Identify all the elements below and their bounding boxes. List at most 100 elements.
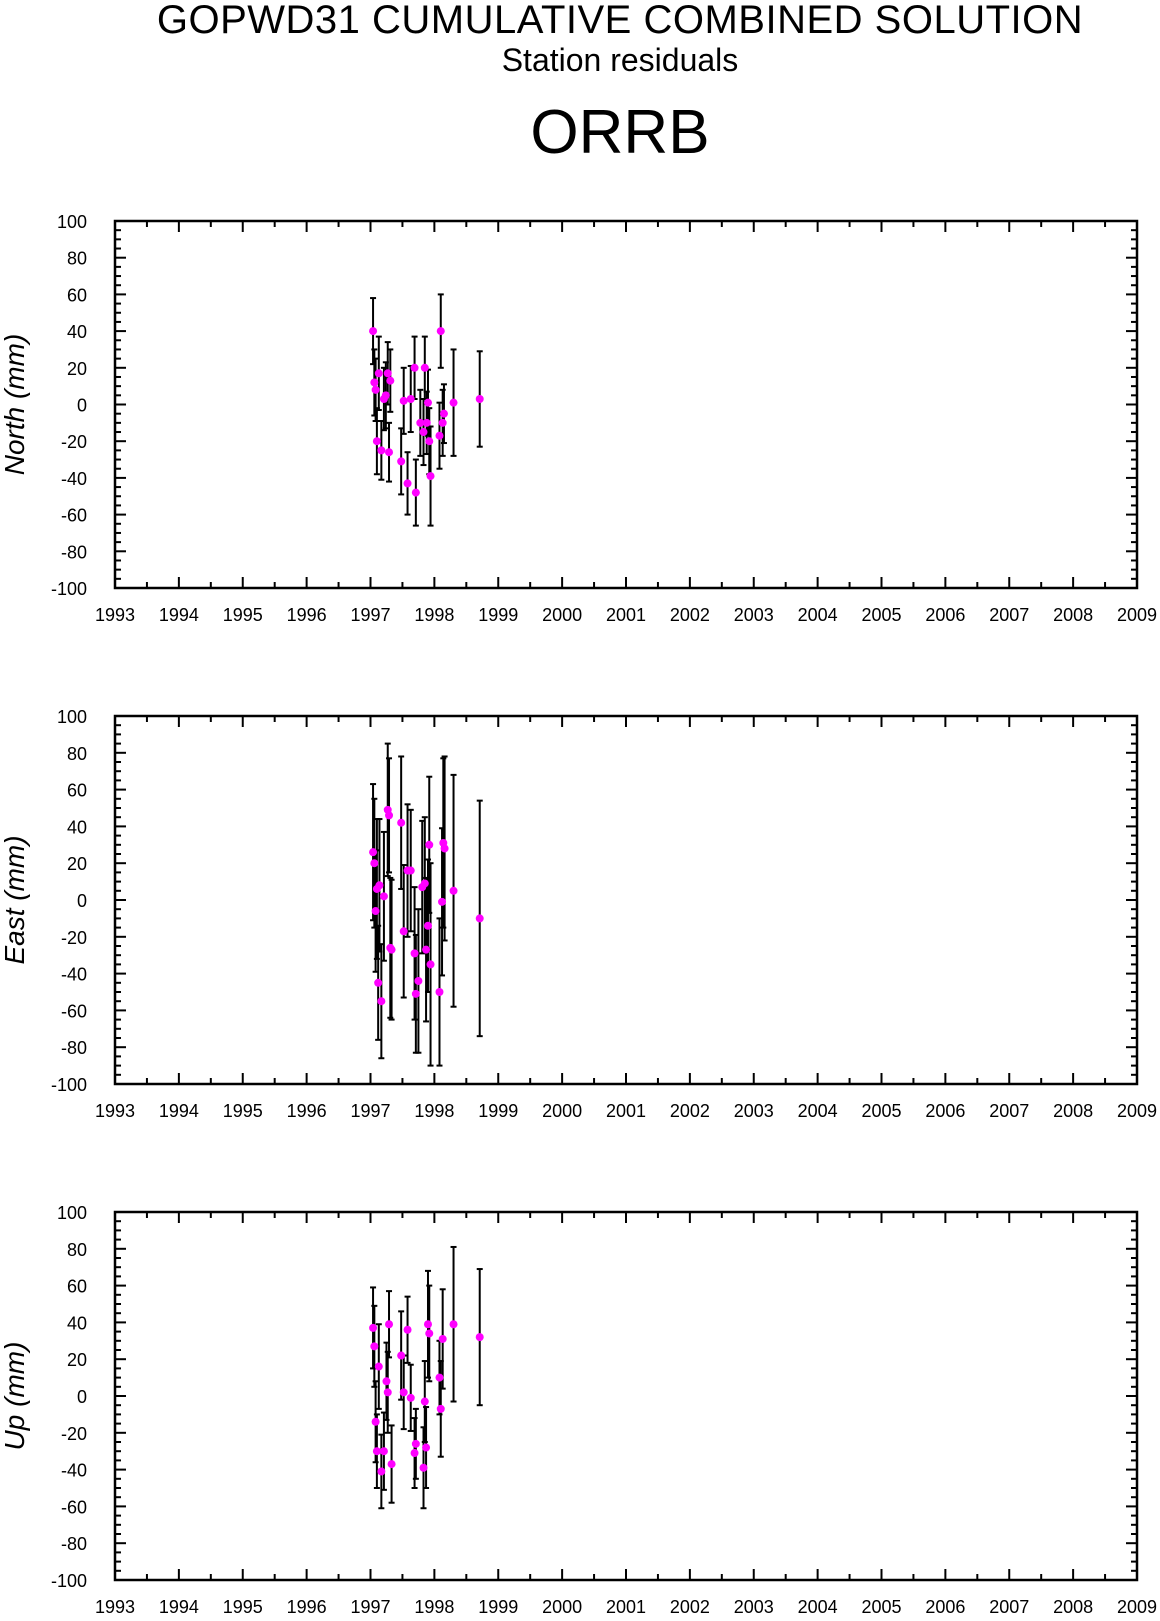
x-tick-label: 1995 [223,1597,263,1617]
data-point [386,376,395,385]
y-tick-label: -20 [61,928,87,948]
y-tick-label: -80 [61,542,87,562]
chart-subtitle: Station residuals [501,42,739,78]
x-tick-label: 2004 [798,1597,838,1617]
data-point [435,1373,444,1382]
data-point [377,446,386,455]
x-tick-label: 2006 [925,1597,965,1617]
data-point [419,428,428,437]
data-point [426,960,435,969]
data-point [438,1334,447,1343]
data-point [406,866,415,875]
data-point [420,879,429,888]
data-point [425,437,434,446]
data-point [383,1388,392,1397]
data-point [423,398,432,407]
x-tick-label: 1997 [350,605,390,625]
x-tick-label: 2002 [670,1597,710,1617]
panel-2: 1993 1994 1995 1996 1997 1998 1999 2000 2001 2002… [0,707,1157,1121]
x-tick-label: 1993 [95,605,135,625]
data-point [449,886,458,895]
y-axis-label: Up (mm) [0,1342,30,1451]
x-tick-label: 1996 [287,605,327,625]
chart-title: GOPWD31 CUMULATIVE COMBINED SOLUTION [156,0,1084,42]
data-point [374,1362,383,1371]
data-point [379,1447,388,1456]
data-point [371,385,380,394]
x-tick-label: 2000 [542,605,582,625]
data-point [370,378,379,387]
x-tick-label: 1996 [287,1101,327,1121]
y-tick-label: -20 [61,1424,87,1444]
plot-frame [113,1210,1139,1582]
data-point [423,921,432,930]
x-tick-label: 1999 [478,1597,518,1617]
data-point [435,988,444,996]
x-tick-label: 1999 [478,605,518,625]
y-tick-label: 60 [67,1277,87,1297]
data-point [439,409,448,418]
x-tick-label: 2005 [861,1597,901,1617]
y-tick-label: -100 [51,1571,87,1591]
x-tick-label: 2007 [989,605,1029,625]
x-tick-label: 1994 [159,605,199,625]
y-tick-label: 60 [67,285,87,305]
x-tick-label: 2006 [925,605,965,625]
data-point [410,949,419,958]
x-tick-label: 2009 [1117,1101,1157,1121]
x-tick-label: 2003 [734,1101,774,1121]
data-point [425,1329,434,1338]
data-point [426,472,435,481]
data-point [438,418,447,427]
panel-3: 1993 1994 1995 1996 1997 1998 1999 2000 2001 2002… [0,1203,1157,1617]
x-tick-label: 1993 [95,1597,135,1617]
y-tick-label: 80 [67,1240,87,1260]
x-tick-label: 2003 [734,605,774,625]
chart-header: GOPWD31 CUMULATIVE COMBINED SOLUTION Sta… [0,0,1160,180]
x-tick-label: 1998 [414,605,454,625]
data-point [369,327,378,336]
data-point [420,1397,429,1406]
x-tick-label: 2005 [861,1101,901,1121]
data-point [406,394,415,403]
data-point [411,1439,420,1448]
data-point [377,997,386,1006]
y-tick-label: 40 [67,322,87,342]
x-tick-label: 1994 [159,1101,199,1121]
x-tick-label: 1995 [223,1101,263,1121]
x-tick-label: 2007 [989,1101,1029,1121]
data-point [385,448,394,457]
station-name: ORRB [530,98,710,167]
data-point [411,989,420,998]
y-tick-label: -60 [61,506,87,526]
data-point [387,1460,396,1469]
x-tick-label: 2002 [670,605,710,625]
x-tick-label: 1999 [478,1101,518,1121]
data-point [449,398,458,407]
y-tick-label: 0 [77,1387,87,1407]
data-point [475,394,484,403]
x-tick-label: 2004 [798,605,838,625]
x-tick-label: 1994 [159,1597,199,1617]
data-point [422,418,431,427]
y-tick-label: 100 [57,707,87,727]
x-tick-label: 2000 [542,1597,582,1617]
data-point [436,327,445,336]
data-point [397,457,406,466]
data-point [475,914,484,923]
y-tick-label: 100 [57,1203,87,1223]
y-tick-label: 20 [67,854,87,874]
x-tick-label: 2004 [798,1101,838,1121]
panel-1: 1993 1994 1995 1996 1997 1998 1999 2000 2001 2002… [0,212,1157,625]
data-point [422,945,431,954]
x-tick-label: 1997 [350,1597,390,1617]
data-point [440,844,449,853]
y-tick-label: 80 [67,249,87,269]
y-tick-label: -20 [61,432,87,452]
y-tick-label: -80 [61,1534,87,1554]
y-tick-label: -40 [61,965,87,985]
data-point [416,418,425,427]
y-tick-label: -80 [61,1038,87,1058]
data-point [379,892,388,901]
